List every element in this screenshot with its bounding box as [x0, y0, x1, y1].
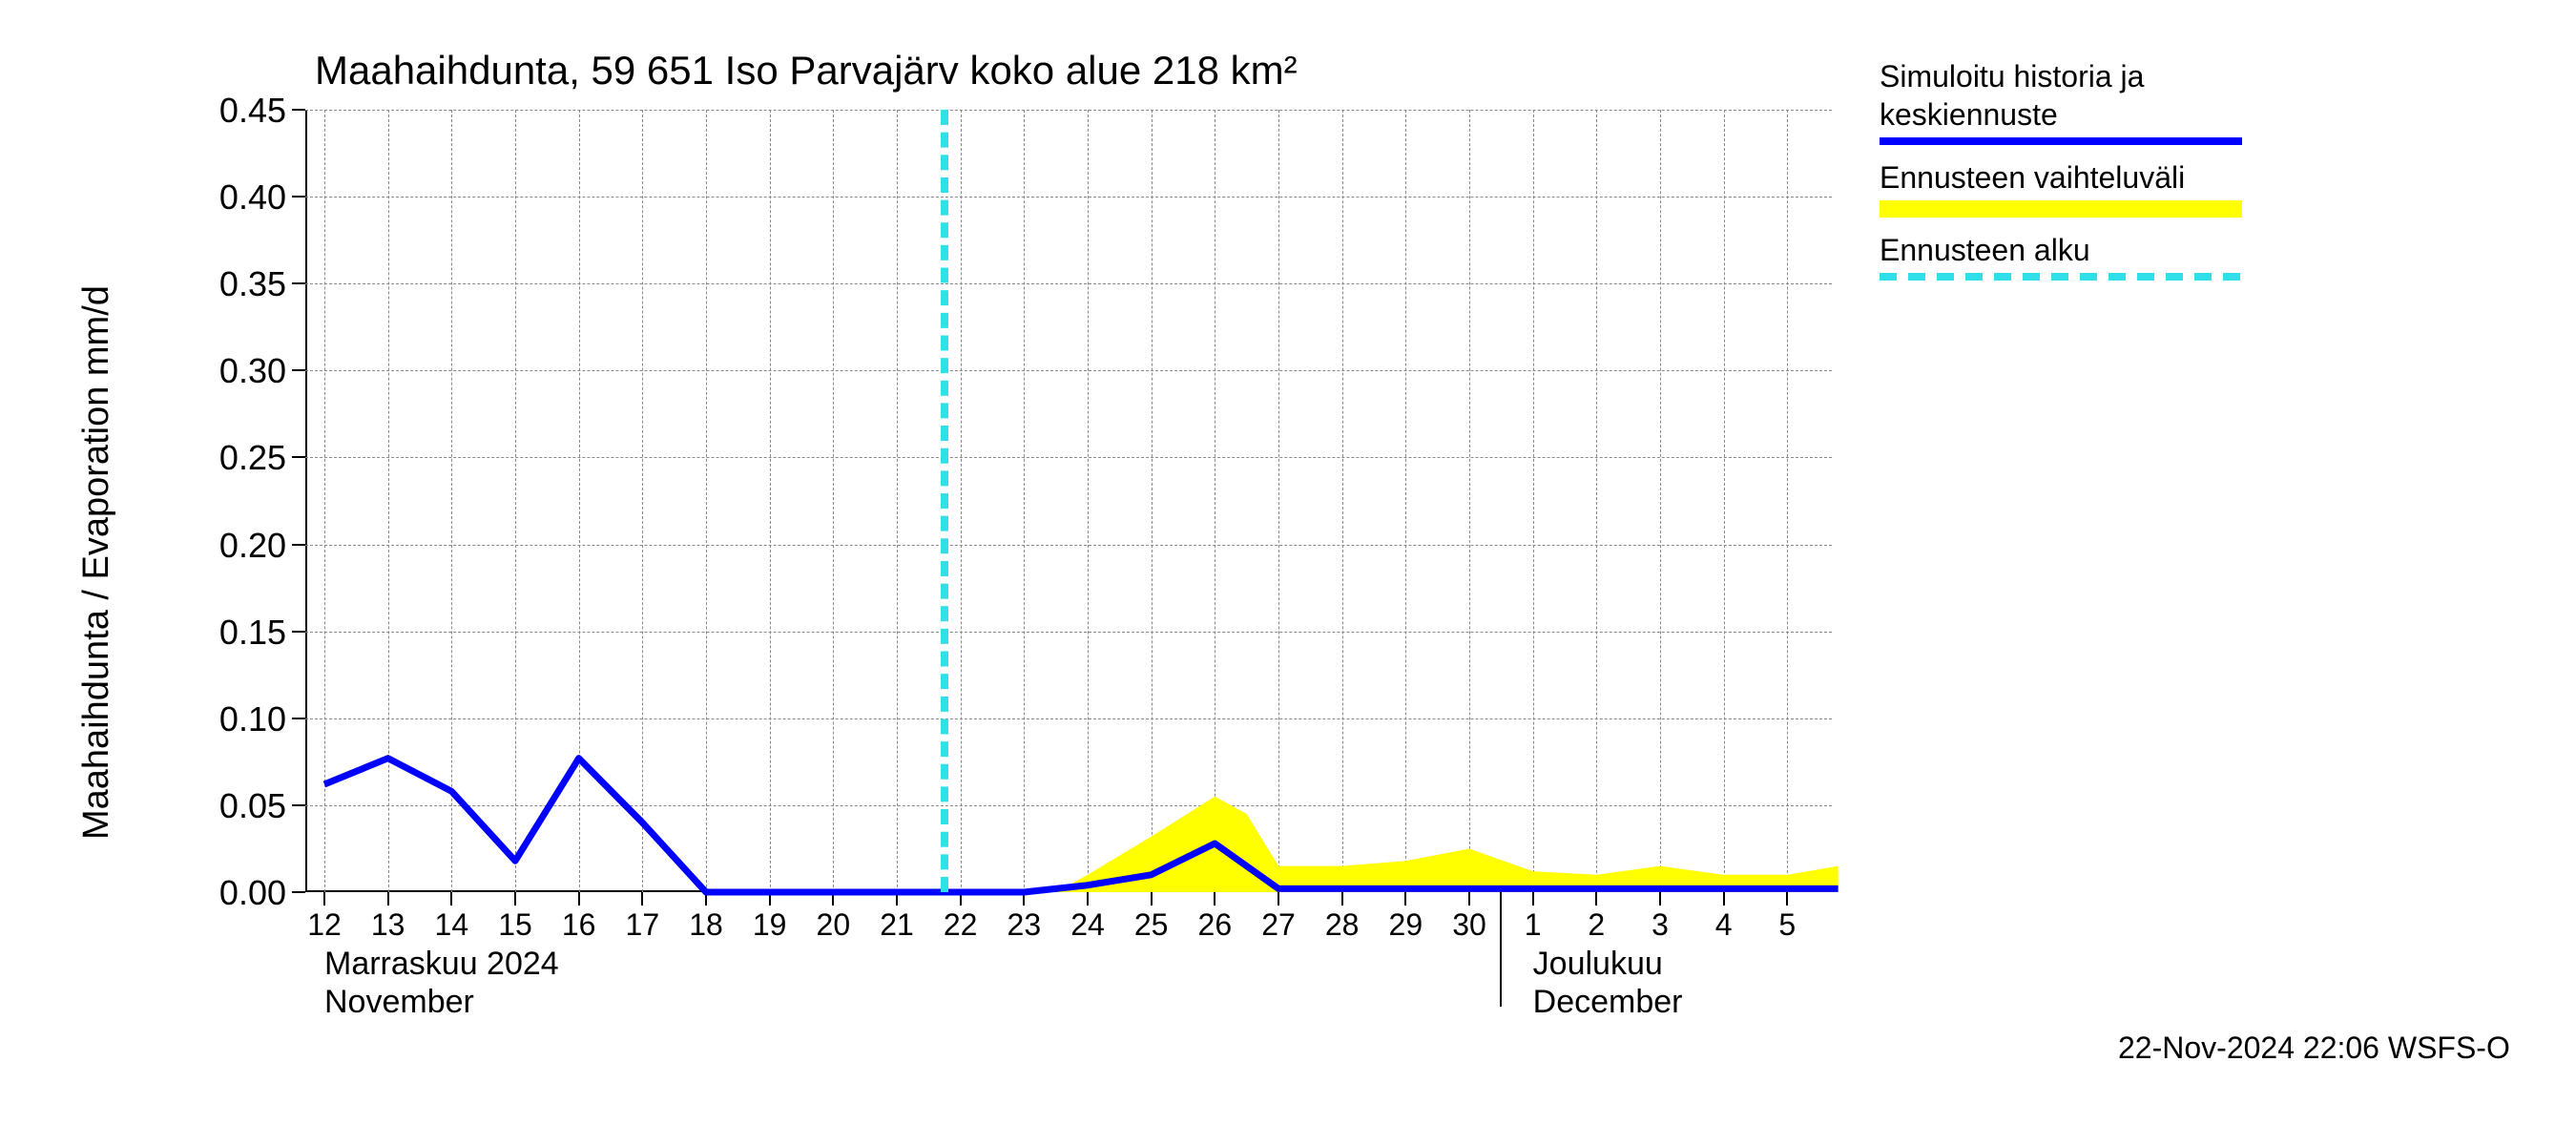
legend-label: Simuloitu historia ja: [1880, 57, 2242, 95]
history-line: [324, 759, 1839, 892]
month-label-fi: Marraskuu 2024: [324, 946, 559, 983]
legend-swatch-dash: [1880, 273, 2242, 281]
forecast-band: [1056, 797, 1839, 892]
legend: Simuloitu historia jakeskiennuste Ennuste…: [1880, 57, 2242, 281]
legend-label: Ennusteen vaihteluväli: [1880, 158, 2242, 197]
legend-swatch-band: [1880, 200, 2242, 218]
month-divider: [1500, 892, 1502, 1007]
month-label-en: November: [324, 984, 474, 1021]
legend-swatch-line: [1880, 137, 2242, 145]
chart-timestamp: 22-Nov-2024 22:06 WSFS-O: [2118, 1030, 2510, 1066]
legend-label: Ennusteen alku: [1880, 231, 2242, 269]
forecast-start-line: [941, 110, 948, 892]
month-label-fi: Joulukuu: [1533, 946, 1663, 983]
chart-container: Maahaihdunta, 59 651 Iso Parvajärv koko …: [0, 0, 2576, 1145]
legend-label: keskiennuste: [1880, 95, 2242, 134]
month-label-en: December: [1533, 984, 1683, 1021]
